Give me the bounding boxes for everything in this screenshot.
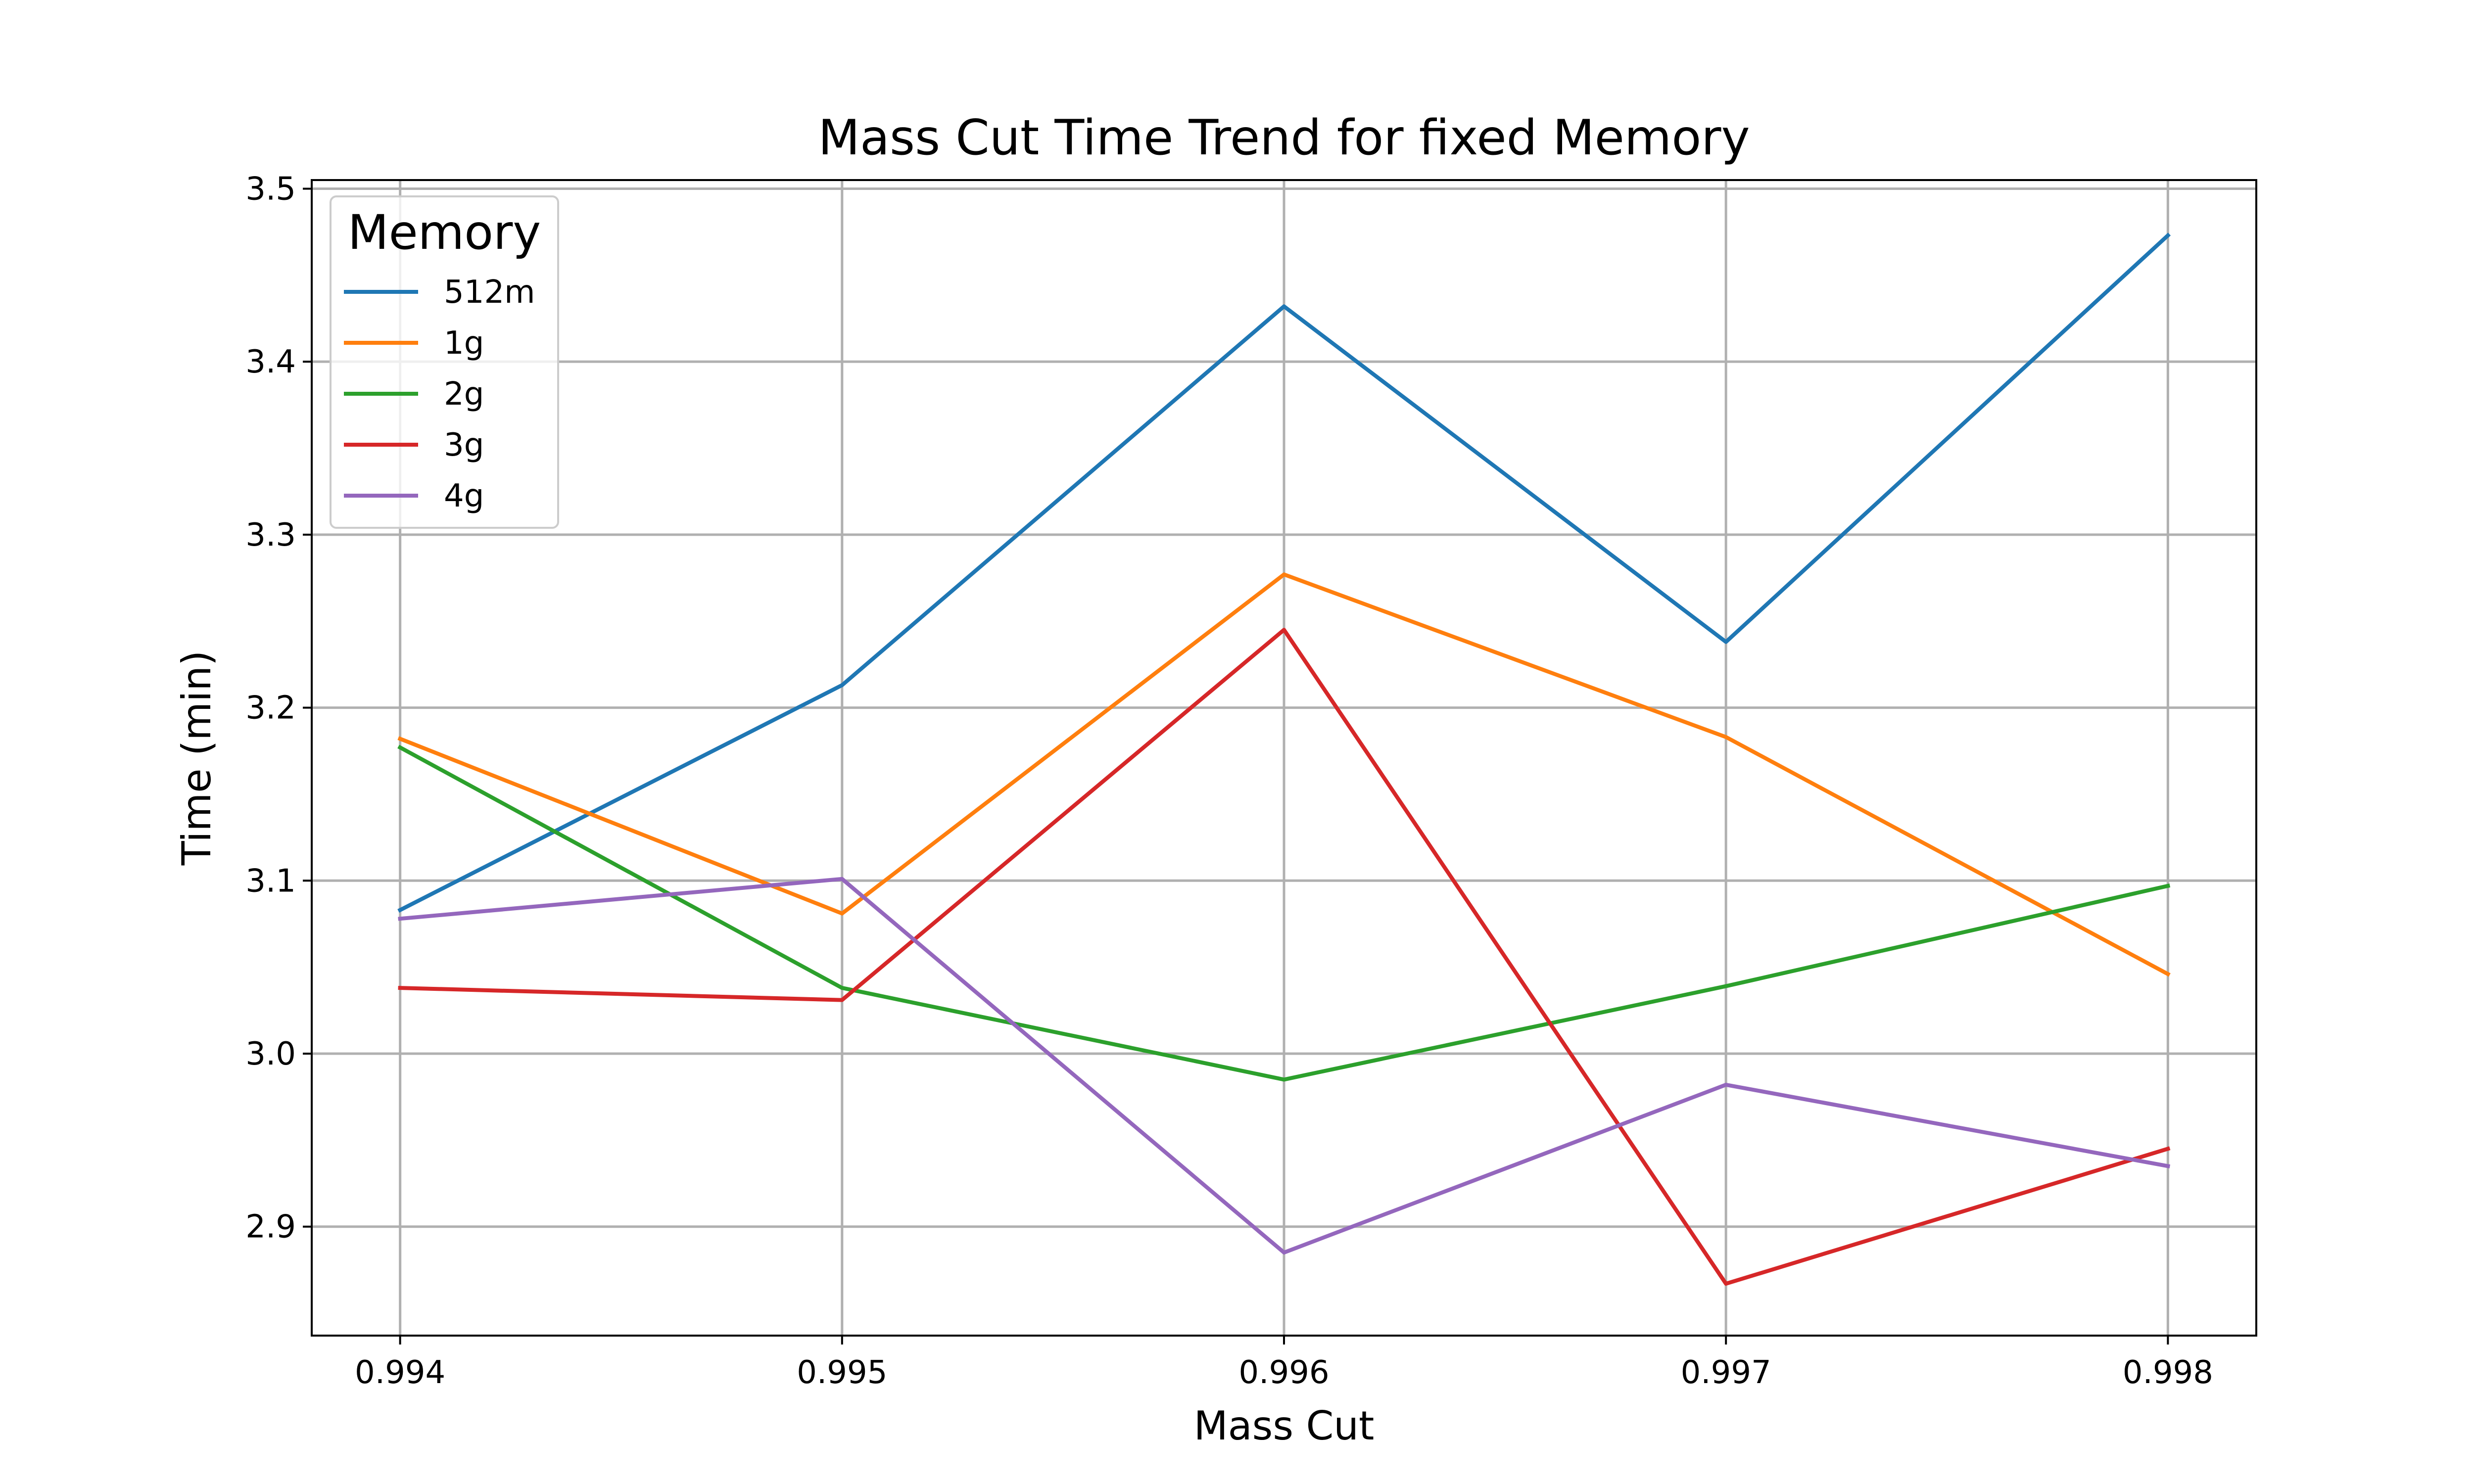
y-axis-label: Time (min) <box>174 650 220 866</box>
x-tick-label: 0.997 <box>1681 1354 1771 1391</box>
series-line-3g <box>398 628 2171 1286</box>
legend: Memory 512m 1g 2g 3g 4g <box>330 195 559 529</box>
ticks: 0.994 0.995 0.996 0.997 0.998 2.9 3.0 3.1 3.2 3.3… <box>245 171 2213 1391</box>
legend-label-1g: 1g <box>444 325 484 362</box>
series-line-1g <box>397 572 2171 977</box>
legend-label-512m: 512m <box>444 274 535 311</box>
legend-title: Memory <box>348 205 541 260</box>
x-tick-label: 0.995 <box>797 1354 887 1391</box>
y-tick-label: 2.9 <box>245 1209 296 1246</box>
x-tick-label: 0.996 <box>1238 1354 1329 1391</box>
series-line-512m <box>397 232 2171 913</box>
legend-label-4g: 4g <box>444 478 484 514</box>
x-axis-label: Mass Cut <box>1194 1403 1375 1449</box>
chart-title: Mass Cut Time Trend for fixed Memory <box>818 110 1750 166</box>
y-tick-label: 3.3 <box>245 517 296 554</box>
y-tick-label: 3.4 <box>245 344 296 380</box>
grid <box>312 180 2256 1336</box>
y-tick-label: 3.5 <box>245 171 296 207</box>
legend-label-2g: 2g <box>444 376 484 413</box>
y-tick-label: 3.1 <box>245 863 296 899</box>
series-line-2g <box>397 744 2171 1082</box>
y-tick-label: 3.0 <box>245 1036 296 1072</box>
x-tick-label: 0.998 <box>2123 1354 2213 1391</box>
series-layer <box>397 232 2171 1286</box>
legend-label-3g: 3g <box>444 427 484 464</box>
x-tick-label: 0.994 <box>355 1354 445 1391</box>
series-line-4g <box>398 877 2171 1255</box>
y-tick-label: 3.2 <box>245 690 296 727</box>
